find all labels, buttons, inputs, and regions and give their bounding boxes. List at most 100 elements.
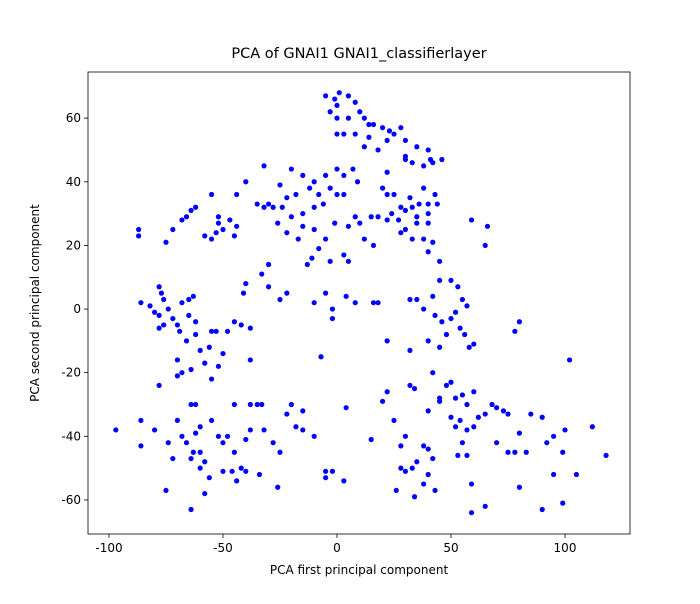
point bbox=[528, 411, 534, 417]
point bbox=[293, 191, 299, 198]
point bbox=[165, 306, 171, 312]
point bbox=[183, 214, 190, 220]
point bbox=[389, 210, 395, 217]
point bbox=[361, 115, 367, 121]
point bbox=[391, 417, 397, 424]
point bbox=[190, 293, 196, 299]
point bbox=[409, 204, 415, 210]
point bbox=[341, 478, 347, 484]
point bbox=[197, 424, 203, 430]
point bbox=[138, 417, 144, 424]
point bbox=[238, 465, 244, 471]
point bbox=[295, 236, 301, 242]
point bbox=[421, 443, 427, 449]
point bbox=[361, 144, 367, 150]
point bbox=[516, 319, 523, 325]
point bbox=[220, 440, 226, 446]
point bbox=[357, 220, 363, 226]
point bbox=[275, 484, 281, 490]
point bbox=[361, 236, 367, 242]
point bbox=[215, 214, 222, 220]
point bbox=[457, 325, 463, 331]
point bbox=[231, 401, 237, 408]
point bbox=[320, 201, 326, 207]
x-tick-label: -50 bbox=[213, 541, 233, 555]
point bbox=[311, 433, 317, 439]
point bbox=[432, 312, 438, 319]
point bbox=[425, 408, 431, 414]
point bbox=[193, 430, 199, 436]
point bbox=[482, 503, 488, 509]
point bbox=[421, 185, 427, 191]
point bbox=[213, 328, 219, 334]
point bbox=[421, 236, 427, 242]
point bbox=[411, 494, 418, 500]
point bbox=[247, 427, 253, 433]
point bbox=[174, 373, 180, 379]
point bbox=[234, 191, 240, 198]
point bbox=[256, 471, 263, 478]
point bbox=[334, 102, 340, 109]
point bbox=[430, 239, 436, 245]
point bbox=[475, 414, 481, 420]
point bbox=[220, 226, 226, 233]
point bbox=[560, 500, 566, 506]
point bbox=[466, 344, 472, 350]
point bbox=[425, 471, 431, 478]
point bbox=[425, 446, 431, 452]
point bbox=[482, 242, 488, 249]
point bbox=[386, 128, 393, 134]
point bbox=[234, 478, 240, 484]
axes-frame bbox=[87, 71, 631, 535]
point bbox=[304, 261, 310, 268]
point bbox=[402, 468, 409, 474]
point bbox=[437, 344, 443, 350]
point bbox=[414, 214, 420, 220]
point bbox=[352, 300, 358, 306]
point bbox=[448, 315, 454, 322]
point bbox=[421, 481, 427, 487]
point bbox=[284, 195, 290, 201]
point bbox=[437, 395, 443, 401]
point bbox=[202, 459, 208, 465]
point bbox=[484, 223, 491, 229]
point bbox=[213, 230, 219, 236]
point bbox=[414, 296, 420, 303]
point bbox=[327, 109, 333, 115]
point bbox=[158, 290, 165, 296]
point bbox=[551, 471, 557, 478]
point bbox=[384, 191, 390, 198]
point bbox=[322, 475, 329, 481]
point bbox=[202, 233, 208, 239]
point bbox=[345, 115, 351, 121]
point bbox=[311, 226, 317, 233]
point bbox=[459, 392, 466, 398]
point bbox=[300, 223, 306, 229]
point bbox=[341, 172, 347, 179]
point bbox=[375, 147, 381, 153]
point bbox=[350, 166, 356, 172]
point bbox=[341, 131, 347, 137]
point bbox=[512, 449, 518, 455]
point bbox=[215, 363, 222, 369]
point bbox=[170, 455, 176, 462]
x-tick-label: 0 bbox=[333, 541, 341, 555]
point bbox=[329, 315, 336, 322]
point bbox=[265, 284, 272, 290]
point bbox=[311, 204, 317, 210]
point bbox=[455, 452, 461, 459]
point bbox=[136, 226, 142, 233]
point bbox=[368, 436, 374, 443]
point bbox=[471, 341, 477, 347]
point bbox=[402, 207, 409, 214]
point bbox=[247, 357, 253, 363]
point bbox=[468, 481, 475, 487]
point bbox=[234, 223, 240, 229]
point bbox=[391, 131, 397, 137]
point bbox=[370, 300, 377, 306]
point bbox=[224, 328, 231, 334]
point bbox=[398, 230, 404, 236]
point bbox=[334, 166, 340, 172]
x-tick-label: -100 bbox=[95, 541, 122, 555]
